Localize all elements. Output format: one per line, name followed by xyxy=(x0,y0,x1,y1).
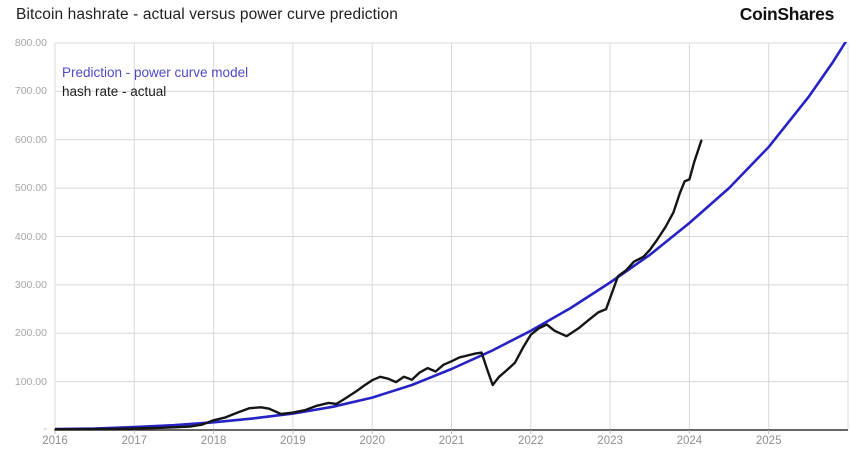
chart-legend: Prediction - power curve model hash rate … xyxy=(62,63,248,101)
y-zero-label: - xyxy=(43,423,48,435)
legend-actual: hash rate - actual xyxy=(62,84,167,99)
x-tick-label: 2023 xyxy=(597,435,623,447)
page-title: Bitcoin hashrate - actual versus power c… xyxy=(16,6,398,23)
x-tick-label: 2022 xyxy=(518,435,544,447)
actual-line xyxy=(55,139,703,431)
legend-prediction: Prediction - power curve model xyxy=(62,65,249,80)
y-tick-label: 600.00 xyxy=(14,133,47,146)
y-tick-label: 300.00 xyxy=(14,278,47,291)
prediction-line xyxy=(55,42,848,431)
y-tick-label: 400.00 xyxy=(14,230,47,243)
x-tick-label: 2016 xyxy=(42,435,68,447)
x-tick-label: 2024 xyxy=(676,435,703,447)
y-tick-label: 100.00 xyxy=(14,375,47,388)
x-tick-label: 2021 xyxy=(438,435,465,447)
y-tick-label: 800.00 xyxy=(14,37,47,49)
y-tick-label: 700.00 xyxy=(14,85,47,98)
x-tick-label: 2025 xyxy=(755,435,782,447)
x-tick-label: 2017 xyxy=(121,435,148,447)
y-tick-label: 500.00 xyxy=(14,182,47,195)
x-tick-label: 2019 xyxy=(280,435,306,447)
y-tick-label: 200.00 xyxy=(14,327,47,340)
x-tick-label: 2020 xyxy=(359,435,385,447)
x-tick-label: 2018 xyxy=(200,435,227,447)
coinshares-logo: CoinShares xyxy=(739,4,835,24)
